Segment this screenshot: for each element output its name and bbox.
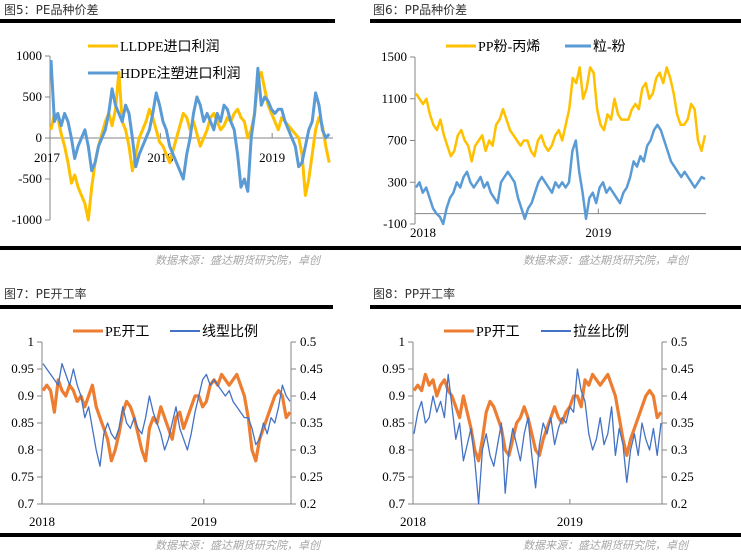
x-tick-label: 2018 — [400, 514, 426, 529]
y-tick-label: 0.95 — [11, 361, 34, 376]
y-tick-label: 1500 — [381, 49, 407, 64]
y2-tick-label: 0.4 — [671, 388, 688, 403]
legend-label: LLDPE进口利润 — [120, 39, 220, 55]
top-rule-7 — [0, 305, 333, 309]
x-tick-label: 2018 — [410, 225, 436, 240]
series-line-2 — [414, 123, 706, 226]
y2-tick-label: 0.45 — [300, 361, 323, 376]
y-tick-label: 1000 — [16, 48, 42, 63]
y2-tick-label: 0.45 — [671, 361, 694, 376]
y-tick-label: 300 — [388, 174, 408, 189]
source-5: 数据来源：盛达期货研究院，卓创 — [155, 254, 320, 267]
x-tick-label: 2019 — [259, 150, 285, 165]
y-tick-label: 0.7 — [389, 496, 406, 511]
y-tick-label: 0.8 — [18, 442, 34, 457]
y-tick-label: 0.85 — [11, 415, 34, 430]
source-7: 数据来源：盛达期货研究院，卓创 — [155, 539, 320, 552]
chart-7: 1 0.95 0.9 0.85 0.8 0.75 0.7 0.5 0.45 0.4 0.35 0.3 0… — [11, 324, 323, 529]
series-line-2 — [49, 60, 331, 193]
panel-title-6: 图6：PP品种价差 — [373, 3, 468, 17]
y2-tick-label: 0.25 — [671, 469, 694, 484]
panel-title-5: 图5：PE品种价差 — [4, 3, 99, 17]
legend-label: PP粉-丙烯 — [478, 39, 540, 55]
y-tick-label: 0.95 — [382, 361, 405, 376]
x-tick-label: 2019 — [557, 514, 583, 529]
source-8: 数据来源：盛达期货研究院，卓创 — [523, 539, 688, 552]
bottom-rule-top-row — [0, 246, 741, 250]
series-line-2 — [42, 362, 291, 467]
y-tick-label: -1000 — [12, 212, 42, 227]
y-tick-label: 700 — [388, 133, 408, 148]
legend-label: PE开工 — [105, 325, 149, 340]
y-tick-label: 0.85 — [382, 415, 405, 430]
y2-tick-label: 0.35 — [300, 415, 323, 430]
legend-label: 线型比例 — [202, 324, 258, 340]
legend-label: 拉丝比例 — [573, 324, 629, 340]
top-rule-8 — [370, 305, 741, 309]
legend-label: HDPE注塑进口利润 — [120, 66, 241, 82]
y-tick-label: 0.75 — [382, 469, 405, 484]
chart-8: 1 0.95 0.9 0.85 0.8 0.75 0.7 0.5 0.45 0.4 0.35 0.3 0… — [382, 324, 694, 529]
series-line-1 — [412, 372, 663, 463]
y2-tick-label: 0.5 — [671, 334, 687, 349]
y2-tick-label: 0.2 — [671, 496, 687, 511]
y2-tick-label: 0.35 — [671, 415, 694, 430]
y-tick-label: 1 — [399, 334, 406, 349]
series-line-1 — [414, 66, 707, 163]
top-rule-6 — [370, 19, 741, 23]
series-line-2 — [413, 368, 662, 505]
y-tick-label: -500 — [18, 171, 42, 186]
panel-title-7: 图7：PE开工率 — [4, 287, 87, 301]
y-tick-label: 0.7 — [18, 496, 35, 511]
y2-tick-label: 0.4 — [300, 388, 317, 403]
y-tick-label: 0 — [36, 130, 43, 145]
top-rule-5 — [0, 19, 335, 23]
y2-tick-label: 0.3 — [671, 442, 687, 457]
x-tick-label: 2019 — [191, 514, 217, 529]
source-6: 数据来源：盛达期货研究院，卓创 — [523, 254, 688, 267]
y-tick-label: 0.9 — [18, 388, 34, 403]
series-line-1 — [41, 372, 292, 463]
x-tick-label: 2017 — [34, 150, 61, 165]
y2-tick-label: 0.3 — [300, 442, 316, 457]
y-tick-label: 0.9 — [389, 388, 405, 403]
y-tick-label: 1100 — [381, 91, 407, 106]
x-tick-label: 2018 — [29, 514, 55, 529]
series-line-1 — [49, 70, 331, 222]
y-tick-label: 0.75 — [11, 469, 34, 484]
y2-tick-label: 0.2 — [300, 496, 316, 511]
y-tick-label: -100 — [383, 216, 407, 231]
legend-label: 粒-粉 — [593, 39, 626, 55]
bottom-rule-bottom-row — [0, 533, 741, 537]
y2-tick-label: 0.25 — [300, 469, 323, 484]
legend-label: PP开工 — [476, 325, 520, 340]
x-tick-label: 2019 — [585, 225, 611, 240]
y-tick-label: 1 — [28, 334, 35, 349]
y-tick-label: 0.8 — [389, 442, 405, 457]
y2-tick-label: 0.5 — [300, 334, 316, 349]
y-tick-label: 500 — [23, 89, 43, 104]
panel-title-8: 图8：PP开工率 — [373, 287, 456, 301]
